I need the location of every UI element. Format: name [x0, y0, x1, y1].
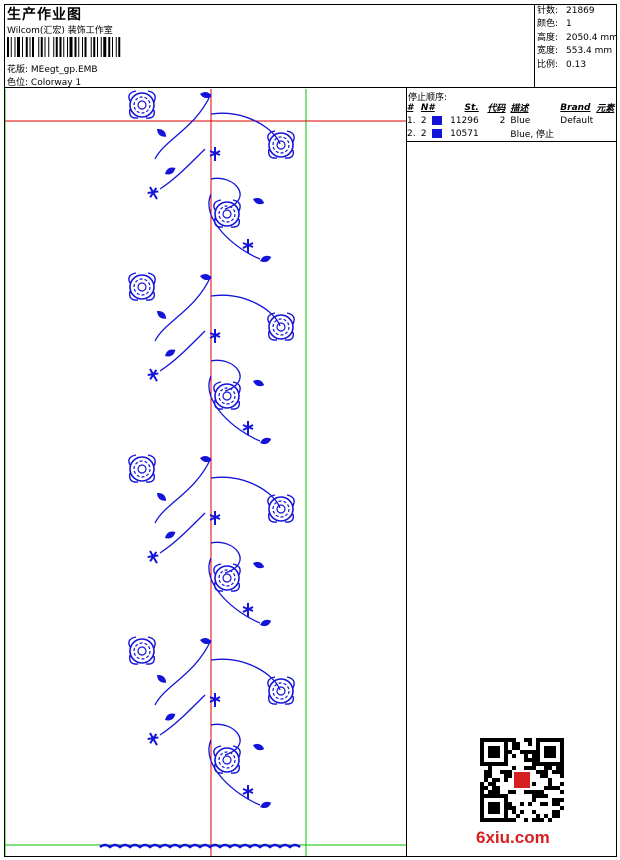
leaf-motif [155, 308, 169, 322]
flower-motif [267, 676, 295, 705]
flower-motif [213, 381, 241, 410]
colorway: 色位: Colorway 1 [7, 75, 81, 88]
design-file: 花版: MEegt_gp.EMB [7, 62, 98, 75]
flower-motif [128, 90, 156, 119]
stat-stitches: 针数: 21869 [537, 6, 595, 16]
flower-motif [128, 636, 156, 665]
flower-motif [213, 745, 241, 774]
leaf-motif [199, 455, 213, 464]
table-row: 2. 2 10571 Blue, 停止 [407, 128, 555, 140]
flower-motif [267, 312, 295, 341]
colorway-value: Colorway 1 [30, 78, 82, 88]
leaf-motif [199, 273, 213, 282]
col-n-header: N# [420, 102, 435, 113]
vine-stem [154, 93, 281, 260]
leaf-motif [163, 347, 177, 359]
stats-divider [534, 4, 535, 87]
page-title: 生产作业图 [7, 7, 82, 23]
leaf-motif [155, 126, 169, 140]
col-element-header: 元素 [596, 104, 615, 114]
leaf-motif [251, 196, 266, 206]
leaf-motif [251, 560, 266, 570]
stop-sequence-title: 停止顺序: [408, 93, 448, 103]
leaf-motif [163, 165, 177, 177]
colorway-label: 色位: [7, 78, 29, 88]
sprig-motif [144, 183, 163, 203]
qr-code [480, 738, 564, 822]
studio-name: Wilcom(汇宏) 装饰工作室 [7, 26, 113, 36]
vine-stem [154, 457, 281, 624]
stat-colors: 颜色: 1 [537, 19, 572, 30]
flower-motif [128, 454, 156, 483]
sprig-motif [144, 365, 163, 385]
leaf-motif [155, 490, 169, 504]
design-value: MEegt_gp.EMB [30, 65, 98, 75]
col-stitches-header: St. [464, 102, 479, 113]
leaf-motif [163, 711, 177, 723]
table-row: 1. 2 11296 2 Blue Default [407, 115, 594, 126]
design-stats: 针数: 21869 颜色: 1 高度: 2050.4 mm 宽度: 553.4 mm 比… [537, 5, 618, 72]
flower-motif [267, 494, 295, 523]
embroidery-design-canvas [5, 89, 406, 856]
flower-motif [267, 130, 295, 159]
leaf-motif [258, 254, 273, 264]
col-index-header: # [407, 102, 414, 113]
stop-sequence-table: # N# St. 代码 描述 Brand 元素 1. 2 11296 2 Blu… [407, 101, 620, 141]
leaf-motif [258, 436, 273, 446]
sprig-motif [144, 547, 163, 567]
sequence-divider [406, 87, 407, 857]
leaf-motif [199, 637, 213, 646]
stat-scale: 比例: 0.13 [537, 59, 587, 70]
leaf-motif [155, 672, 169, 686]
col-desc-header: 描述 [510, 104, 529, 114]
flower-motif [213, 199, 241, 228]
sequence-bottom-rule [406, 141, 617, 142]
design-label: 花版: [7, 65, 29, 75]
vine-stem [154, 639, 281, 806]
header-divider [4, 87, 617, 88]
flower-motif [128, 272, 156, 301]
watermark-logo: 6xiu.com [476, 828, 550, 847]
barcode [7, 37, 121, 57]
color-swatch [432, 115, 443, 125]
scalloped-border [99, 843, 301, 849]
vine-stem [154, 275, 281, 442]
stat-height: 高度: 2050.4 mm [537, 32, 618, 43]
leaf-motif [199, 91, 213, 100]
leaf-motif [251, 742, 266, 752]
stat-width: 宽度: 553.4 mm [537, 46, 613, 57]
leaf-motif [251, 378, 266, 388]
sprig-motif [144, 729, 163, 749]
col-code-header: 代码 [487, 104, 506, 114]
leaf-motif [163, 529, 177, 541]
table-header-row: # N# St. 代码 描述 Brand 元素 [407, 101, 620, 115]
col-brand-header: Brand [560, 102, 591, 113]
flower-motif [213, 563, 241, 592]
leaf-motif [258, 800, 273, 810]
color-swatch [432, 128, 443, 138]
leaf-motif [258, 618, 273, 628]
